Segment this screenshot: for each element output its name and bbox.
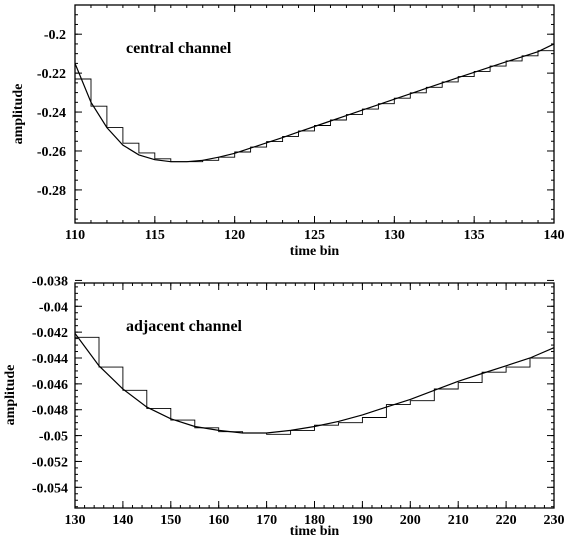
x-tick-label: 180 <box>304 513 325 528</box>
x-tick-label: 190 <box>352 513 373 528</box>
y-tick-label: -0.28 <box>37 184 66 199</box>
x-tick-label: 130 <box>65 513 86 528</box>
x-tick-label: 210 <box>448 513 469 528</box>
y-tick-label: -0.22 <box>37 67 66 82</box>
y-tick-label: -0.044 <box>32 352 68 367</box>
y-axis-label: amplitude <box>11 84 26 145</box>
x-tick-labels: 130 140 150 160 170 180 190 200 210 220 230 <box>65 513 564 528</box>
x-tick-label: 140 <box>544 228 564 243</box>
y-tick-label: -0.04 <box>39 300 68 315</box>
smooth-curve-series <box>75 333 554 433</box>
x-tick-label: 170 <box>256 513 277 528</box>
x-tick-label: 150 <box>160 513 181 528</box>
y-tick-label: -0.046 <box>32 378 68 393</box>
x-tick-label: 200 <box>400 513 421 528</box>
x-tick-label: 130 <box>384 228 405 243</box>
y-tick-labels: -0.28 -0.26 -0.24 -0.22 -0.2 <box>37 28 66 199</box>
x-tick-label: 140 <box>112 513 133 528</box>
y-axis-label: amplitude <box>3 365 18 426</box>
y-tick-label: -0.054 <box>32 481 68 496</box>
histogram-series <box>75 51 554 162</box>
y-tick-label: -0.2 <box>44 28 66 43</box>
x-axis-label: time bin <box>290 244 340 259</box>
x-tick-label: 125 <box>304 228 325 243</box>
y-tick-label: -0.26 <box>37 145 66 160</box>
x-tick-label: 135 <box>464 228 485 243</box>
chart-annotation: central channel <box>126 40 232 57</box>
series-layer <box>75 333 554 434</box>
smooth-curve-series <box>75 44 554 162</box>
axis-ticks <box>75 5 554 223</box>
y-tick-label: -0.038 <box>32 274 68 289</box>
y-tick-label: -0.24 <box>37 106 66 121</box>
series-layer <box>75 44 554 162</box>
x-tick-label: 220 <box>496 513 517 528</box>
y-tick-label: -0.05 <box>39 430 68 445</box>
y-tick-labels: -0.054 -0.052 -0.05 -0.048 -0.046 -0.044 -0.04… <box>32 274 68 496</box>
plot-frame <box>75 5 554 223</box>
x-tick-label: 115 <box>145 228 165 243</box>
x-tick-label: 110 <box>65 228 85 243</box>
y-tick-label: -0.052 <box>32 455 68 470</box>
x-tick-label: 160 <box>208 513 229 528</box>
y-tick-label: -0.048 <box>32 404 68 419</box>
y-tick-label: -0.042 <box>32 326 68 341</box>
x-tick-labels: 110 115 120 125 130 135 140 <box>65 228 564 243</box>
x-tick-label: 120 <box>224 228 245 243</box>
x-tick-label: 230 <box>544 513 564 528</box>
histogram-series <box>75 337 554 434</box>
chart-annotation: adjacent channel <box>126 318 243 335</box>
